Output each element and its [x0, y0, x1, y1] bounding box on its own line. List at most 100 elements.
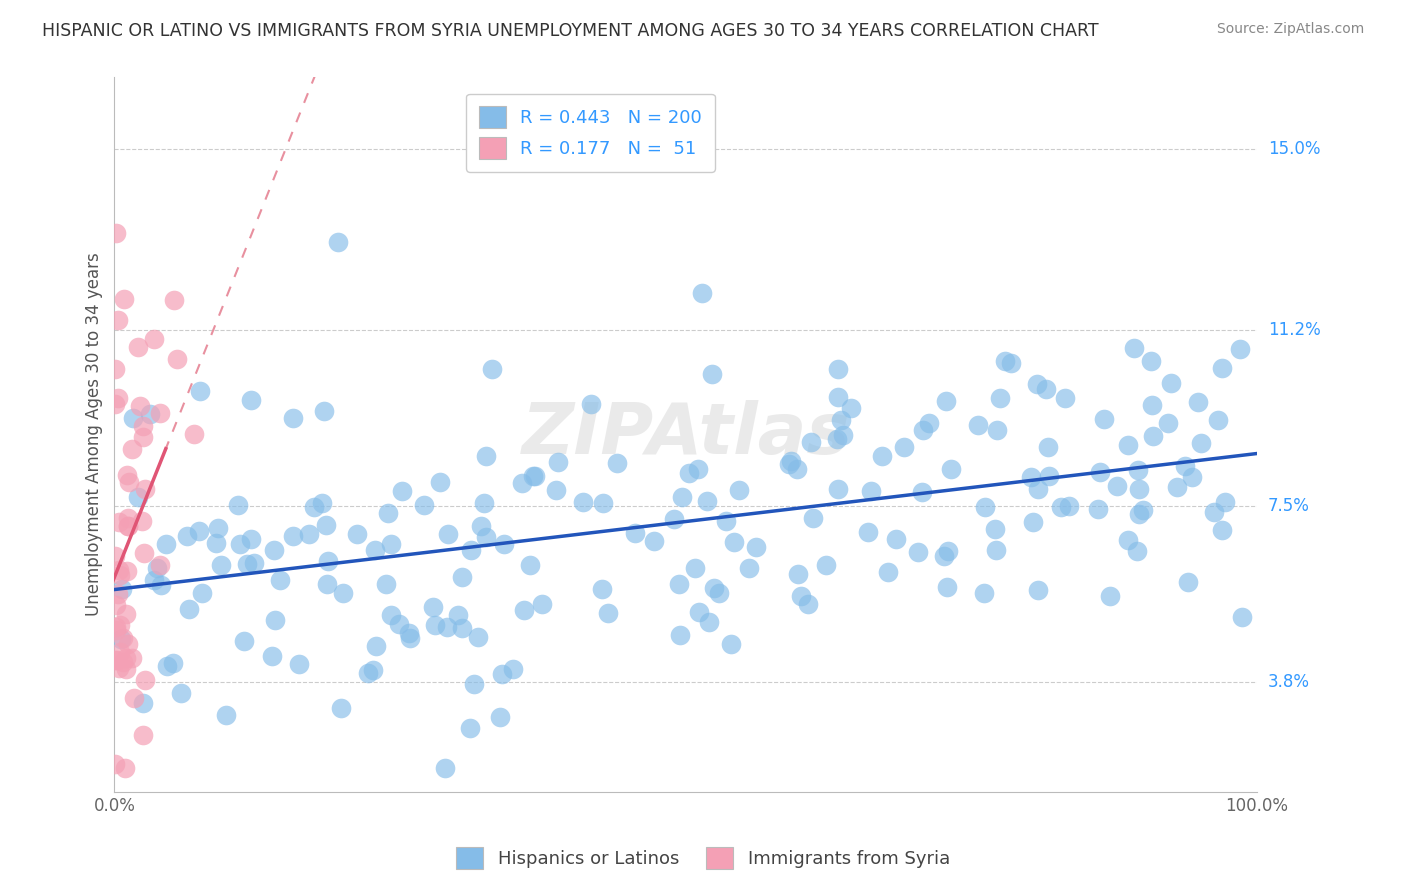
Text: HISPANIC OR LATINO VS IMMIGRANTS FROM SYRIA UNEMPLOYMENT AMONG AGES 30 TO 34 YEA: HISPANIC OR LATINO VS IMMIGRANTS FROM SY…	[42, 22, 1099, 40]
Point	[127, 491, 149, 505]
Point	[1092, 412, 1115, 426]
Point	[269, 573, 291, 587]
Point	[451, 569, 474, 583]
Point	[121, 442, 143, 457]
Point	[988, 391, 1011, 405]
Point	[122, 411, 145, 425]
Point	[475, 449, 498, 463]
Point	[662, 512, 685, 526]
Point	[984, 542, 1007, 557]
Point	[973, 500, 995, 515]
Point	[128, 399, 150, 413]
Point	[281, 410, 304, 425]
Point	[104, 620, 127, 634]
Point	[107, 661, 129, 675]
Point	[678, 467, 700, 481]
Point	[316, 554, 339, 568]
Point	[145, 560, 167, 574]
Point	[330, 701, 353, 715]
Point	[827, 362, 849, 376]
Point	[489, 710, 512, 724]
Point	[131, 418, 153, 433]
Point	[117, 511, 139, 525]
Point	[716, 514, 738, 528]
Point	[723, 534, 745, 549]
Point	[131, 515, 153, 529]
Point	[361, 664, 384, 678]
Point	[1128, 482, 1150, 496]
Point	[1213, 495, 1236, 509]
Text: 7.5%: 7.5%	[1268, 497, 1310, 515]
Point	[510, 476, 533, 491]
Point	[1105, 479, 1128, 493]
Point	[815, 558, 838, 573]
Point	[108, 516, 131, 530]
Point	[1229, 342, 1251, 356]
Point	[105, 653, 128, 667]
Point	[380, 537, 402, 551]
Point	[1116, 438, 1139, 452]
Point	[104, 653, 127, 667]
Point	[380, 607, 402, 622]
Point	[1038, 469, 1060, 483]
Point	[233, 633, 256, 648]
Point	[690, 286, 713, 301]
Point	[204, 535, 226, 549]
Point	[132, 728, 155, 742]
Point	[134, 546, 156, 560]
Point	[139, 407, 162, 421]
Point	[110, 618, 132, 632]
Point	[688, 605, 710, 619]
Point	[264, 614, 287, 628]
Point	[176, 529, 198, 543]
Point	[858, 524, 880, 539]
Point	[107, 313, 129, 327]
Legend: Hispanics or Latinos, Immigrants from Syria: Hispanics or Latinos, Immigrants from Sy…	[447, 838, 959, 879]
Point	[872, 449, 894, 463]
Point	[581, 397, 603, 411]
Point	[1177, 575, 1199, 590]
Point	[786, 462, 808, 476]
Point	[1090, 465, 1112, 479]
Point	[364, 542, 387, 557]
Point	[697, 615, 720, 630]
Point	[606, 456, 628, 470]
Point	[364, 639, 387, 653]
Point	[388, 616, 411, 631]
Point	[240, 392, 263, 407]
Point	[800, 435, 823, 450]
Point	[156, 658, 179, 673]
Point	[994, 354, 1017, 368]
Point	[780, 454, 803, 468]
Point	[547, 455, 569, 469]
Point	[522, 469, 544, 483]
Point	[127, 340, 149, 354]
Point	[312, 404, 335, 418]
Point	[737, 560, 759, 574]
Point	[108, 563, 131, 577]
Point	[281, 529, 304, 543]
Point	[1116, 533, 1139, 547]
Point	[703, 582, 725, 596]
Point	[472, 495, 495, 509]
Point	[328, 235, 350, 249]
Point	[226, 499, 249, 513]
Point	[240, 532, 263, 546]
Point	[132, 696, 155, 710]
Point	[118, 475, 141, 490]
Point	[170, 685, 193, 699]
Point	[112, 292, 135, 306]
Point	[787, 567, 810, 582]
Point	[936, 544, 959, 558]
Point	[624, 525, 647, 540]
Point	[827, 482, 849, 496]
Point	[134, 482, 156, 496]
Point	[475, 530, 498, 544]
Point	[104, 397, 127, 411]
Point	[110, 568, 132, 582]
Point	[463, 677, 485, 691]
Point	[114, 651, 136, 665]
Text: 3.8%: 3.8%	[1268, 673, 1310, 691]
Point	[1026, 483, 1049, 497]
Point	[112, 656, 135, 670]
